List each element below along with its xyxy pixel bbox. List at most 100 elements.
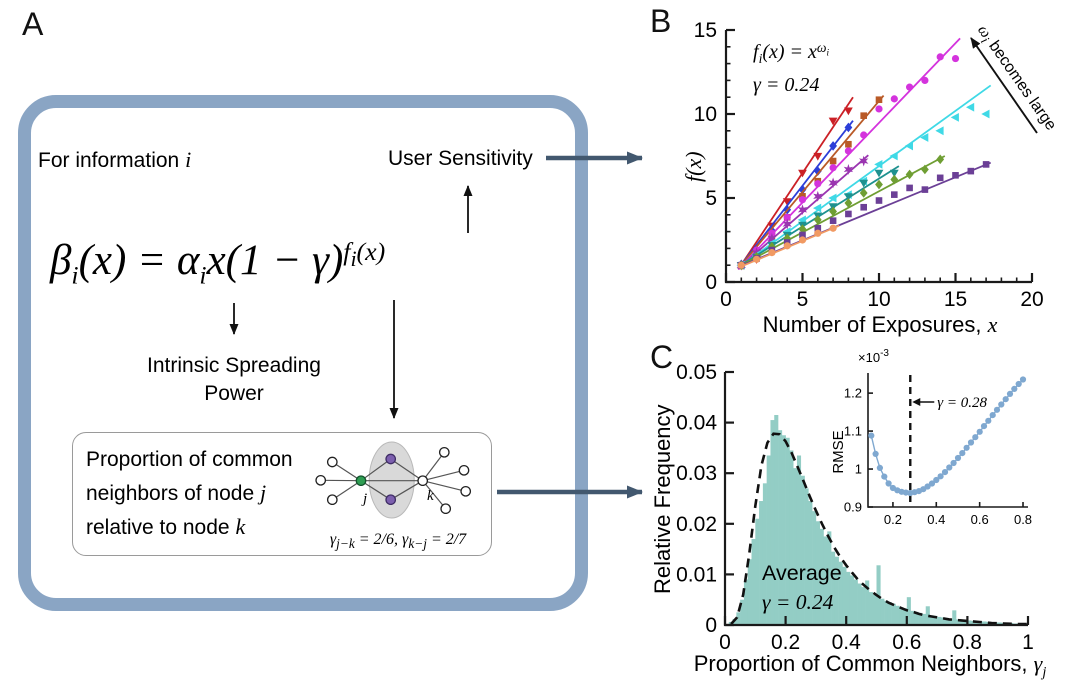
rmse-point — [976, 428, 983, 435]
scatter-marker — [874, 169, 884, 178]
scatter-marker — [828, 177, 838, 189]
histogram-bar — [937, 616, 942, 625]
scatter-marker — [813, 215, 822, 225]
panel-b-chart: 0 5 10 15 20 0 5 10 15 — [694, 19, 1044, 311]
histogram-bar — [944, 617, 949, 625]
network-node-k — [417, 475, 429, 487]
gamma-proportion-formula: γj−k = 2/6, γk−j = 2/7 — [300, 531, 496, 552]
scatter-marker — [936, 154, 945, 165]
histogram-bar — [959, 619, 964, 625]
histogram-bar — [819, 528, 824, 625]
network-node-label: j — [361, 491, 367, 507]
scatter-marker — [829, 157, 837, 165]
scatter-marker — [767, 232, 777, 244]
average-word: Average — [762, 561, 842, 585]
rmse-point — [933, 476, 940, 484]
network-node-other — [326, 456, 338, 468]
network-edge — [331, 480, 362, 501]
scatter-marker — [875, 96, 883, 104]
box-line1: Proportion of common — [86, 448, 293, 471]
inset-ytick-label: 1.1 — [844, 424, 862, 439]
scatter-marker — [936, 174, 944, 182]
annot-eq: (x) = x — [762, 41, 817, 64]
b-ytick-label: 10 — [694, 103, 717, 126]
scatter-marker — [936, 53, 944, 61]
histogram-bar — [861, 587, 866, 625]
network-node-other — [438, 446, 450, 458]
network-node-other — [326, 494, 338, 506]
common-neighbors-ellipse — [368, 441, 415, 519]
box-line3: relative to node k — [86, 510, 293, 544]
histogram-bar — [933, 615, 938, 625]
histogram-bar — [812, 511, 817, 625]
network-edge — [422, 451, 445, 482]
scatter-marker — [829, 141, 837, 151]
network-edge — [422, 480, 466, 492]
histogram-bar — [849, 575, 855, 625]
histogram-bar — [743, 579, 749, 625]
gamma2-sub: k−j — [408, 536, 427, 552]
box-line2-var: j — [259, 480, 267, 505]
scatter-marker — [844, 107, 853, 116]
c-xtick-label: 0.8 — [953, 631, 982, 654]
rmse-point — [993, 406, 1001, 413]
rmse-point — [924, 483, 931, 490]
rmse-point — [1002, 396, 1009, 403]
network-edge — [360, 480, 392, 501]
scatter-marker — [982, 161, 990, 168]
network-edge — [422, 469, 465, 482]
rmse-point — [985, 417, 992, 424]
histogram-bar — [956, 619, 961, 625]
c-xtick-label: 0.2 — [771, 631, 800, 654]
scatter-marker — [921, 76, 929, 84]
scatter-marker — [952, 172, 959, 179]
histogram-bar — [982, 621, 987, 625]
fit-line-series-red — [737, 96, 854, 270]
histogram-bar — [846, 571, 851, 625]
rmse-point — [941, 469, 949, 476]
rmse-point — [946, 464, 953, 471]
scatter-marker — [951, 54, 960, 63]
inset-gamma-label: γ = 0.28 — [937, 395, 987, 411]
rmse-point — [980, 423, 988, 430]
histogram-bar — [800, 475, 805, 625]
scatter-marker — [891, 191, 898, 198]
network-node-common — [385, 494, 397, 506]
rmse-point — [876, 464, 883, 471]
scatter-marker — [813, 152, 823, 161]
beta-formula: βi(x) = αix(1 − γ)fi(x) — [50, 236, 385, 291]
c-xlabel-gamma: γ — [1033, 651, 1043, 676]
c-xtick-label: 0.6 — [892, 631, 921, 654]
c-xlabel-var: γj — [1033, 651, 1047, 680]
histogram-bar — [785, 437, 790, 625]
scatter-marker — [950, 112, 959, 122]
histogram-bar — [857, 583, 862, 625]
histogram-bar — [751, 538, 756, 625]
scatter-marker — [981, 109, 990, 119]
common-neighbors-text: Proportion of common neighbors of node j… — [86, 443, 293, 544]
c-xtick-label: 1 — [1022, 631, 1034, 654]
scatter-marker — [768, 249, 776, 257]
omega-arrow — [970, 37, 1038, 134]
c-ytick-label: 0.02 — [676, 513, 717, 536]
inset-exponent-label: ×10-3 — [858, 348, 889, 365]
histogram-bar — [891, 603, 896, 625]
histogram-bar — [793, 468, 798, 625]
histogram-bar — [781, 435, 786, 625]
histogram-bar — [952, 610, 957, 625]
scatter-marker — [844, 122, 853, 133]
rmse-point — [989, 412, 996, 419]
histogram-bar — [884, 600, 889, 625]
inset-xtick-label: 0.8 — [1014, 512, 1032, 527]
scatter-marker — [798, 169, 807, 178]
rmse-point — [950, 459, 957, 467]
histogram-bar — [755, 518, 760, 625]
scatter-marker — [845, 210, 852, 218]
scatter-marker — [906, 184, 913, 192]
network-node-other — [315, 474, 327, 486]
inset-arrow-head — [912, 398, 921, 406]
scatter-marker — [814, 180, 822, 188]
histogram-bar — [774, 415, 779, 625]
scatter-marker — [829, 206, 837, 217]
scatter-marker — [797, 204, 808, 216]
